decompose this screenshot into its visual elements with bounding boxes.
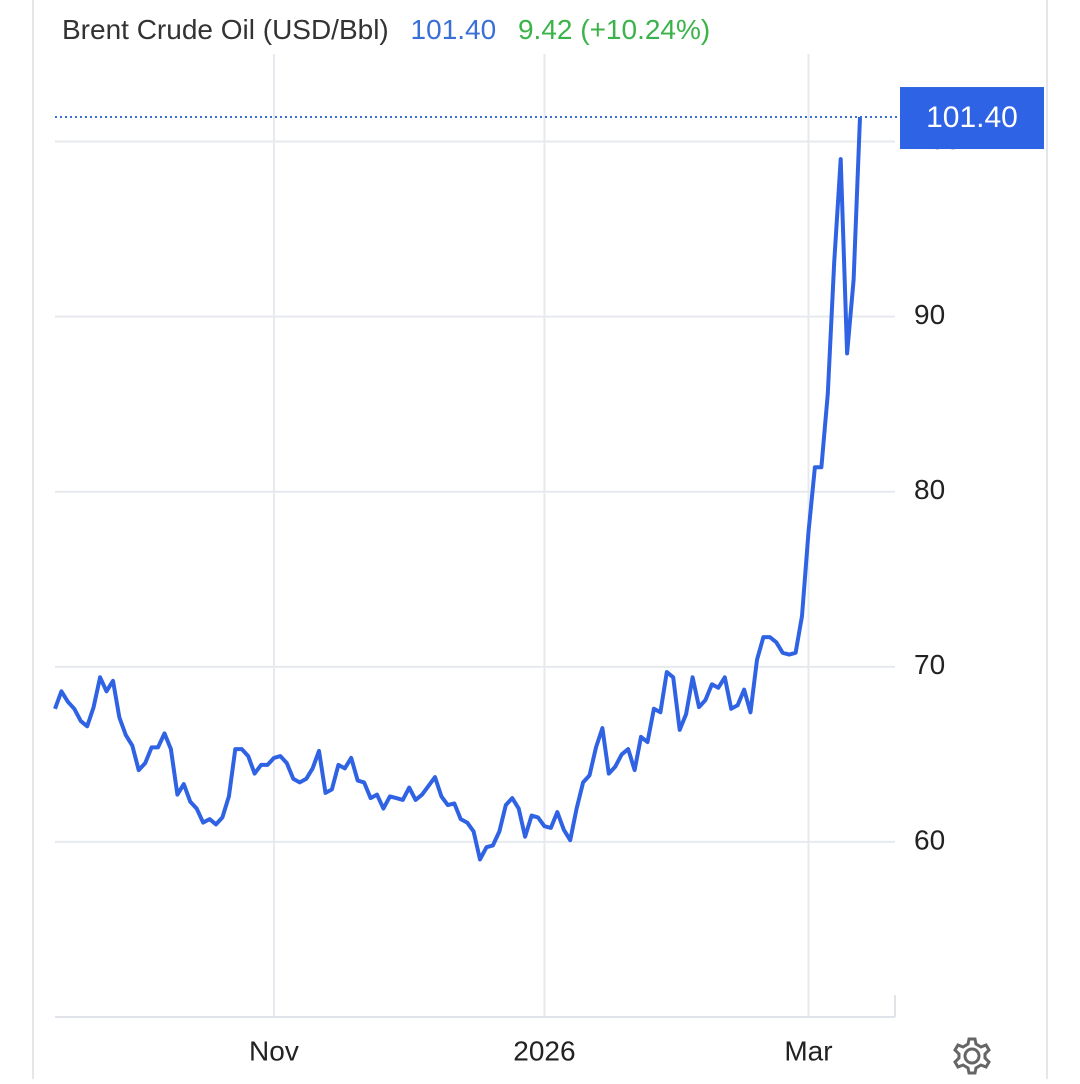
- line-series: [53, 116, 862, 862]
- marks: [53, 116, 862, 862]
- overlay: 101.40: [55, 87, 1044, 150]
- y-tick-label: 60: [914, 824, 945, 855]
- chart-title: Brent Crude Oil (USD/Bbl): [62, 14, 389, 45]
- y-tick-label: 80: [914, 474, 945, 505]
- gear-teeth: [953, 1037, 991, 1075]
- price: 101.40: [411, 14, 497, 45]
- x-tick-label: Mar: [784, 1035, 832, 1066]
- x-tick-label: 2026: [513, 1035, 575, 1066]
- settings-icon[interactable]: [953, 1037, 991, 1075]
- gear-hub: [963, 1047, 981, 1065]
- x-tick-label: Nov: [249, 1035, 299, 1066]
- last-value-label: 101.40: [926, 101, 1018, 134]
- y-tick-label: 70: [914, 649, 945, 680]
- header: Brent Crude Oil (USD/Bbl) 101.40 9.42 (+…: [62, 14, 710, 45]
- last-value-box: [900, 87, 1044, 150]
- change: 9.42 (+10.24%): [518, 14, 710, 45]
- y-tick-label: 90: [914, 299, 945, 330]
